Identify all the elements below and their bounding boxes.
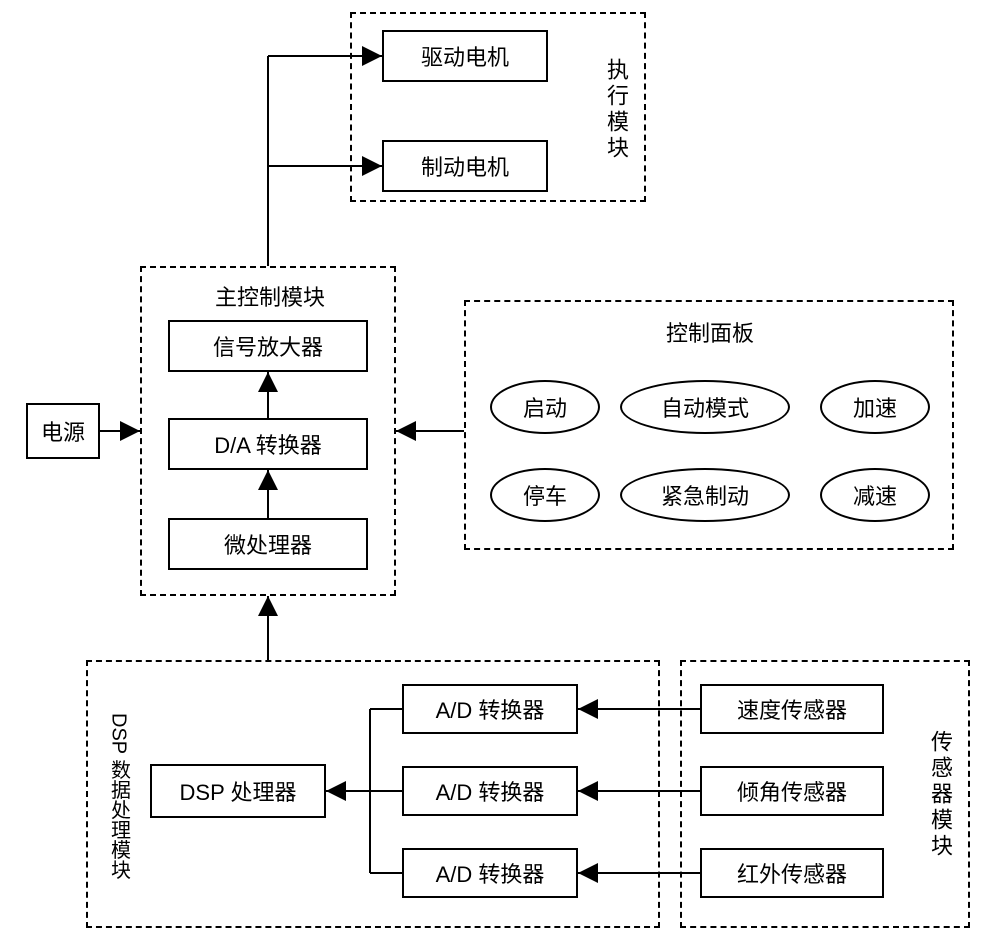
dsp-processor-label: DSP 处理器 (180, 775, 297, 807)
signal-amplifier-label: 信号放大器 (213, 330, 323, 362)
power-label: 电源 (41, 415, 85, 447)
mcu-label: 微处理器 (224, 528, 312, 560)
emergency-brake-button[interactable]: 紧急制动 (620, 468, 790, 522)
signal-amplifier-box: 信号放大器 (168, 320, 368, 372)
decelerate-button[interactable]: 减速 (820, 468, 930, 522)
dsp-processor-box: DSP 处理器 (150, 764, 326, 818)
da-converter-box: D/A 转换器 (168, 418, 368, 470)
brake-motor-label: 制动电机 (421, 150, 509, 182)
power-box: 电源 (26, 403, 100, 459)
drive-motor-label: 驱动电机 (421, 40, 509, 72)
control-panel-title: 控制面板 (640, 316, 780, 346)
ad-converter-2-box: A/D 转换器 (402, 766, 578, 816)
accelerate-button[interactable]: 加速 (820, 380, 930, 434)
mcu-box: 微处理器 (168, 518, 368, 570)
tilt-sensor-box: 倾角传感器 (700, 766, 884, 816)
brake-motor-box: 制动电机 (382, 140, 548, 192)
ad-converter-1-box: A/D 转换器 (402, 684, 578, 734)
speed-sensor-box: 速度传感器 (700, 684, 884, 734)
sensor-module-title: 传感器模块 (920, 700, 960, 890)
stop-button[interactable]: 停车 (490, 468, 600, 522)
ad-converter-3-box: A/D 转换器 (402, 848, 578, 898)
da-converter-label: D/A 转换器 (214, 428, 322, 460)
dsp-module-title: DSP 数据处理模块 (100, 676, 136, 916)
drive-motor-box: 驱动电机 (382, 30, 548, 82)
ir-sensor-box: 红外传感器 (700, 848, 884, 898)
exec-module-title: 执行模块 (596, 30, 636, 190)
auto-mode-button[interactable]: 自动模式 (620, 380, 790, 434)
main-control-title: 主控制模块 (180, 280, 360, 310)
diagram-canvas: 电源 驱动电机 制动电机 执行模块 主控制模块 信号放大器 D/A 转换器 微处… (0, 0, 1000, 941)
start-button[interactable]: 启动 (490, 380, 600, 434)
